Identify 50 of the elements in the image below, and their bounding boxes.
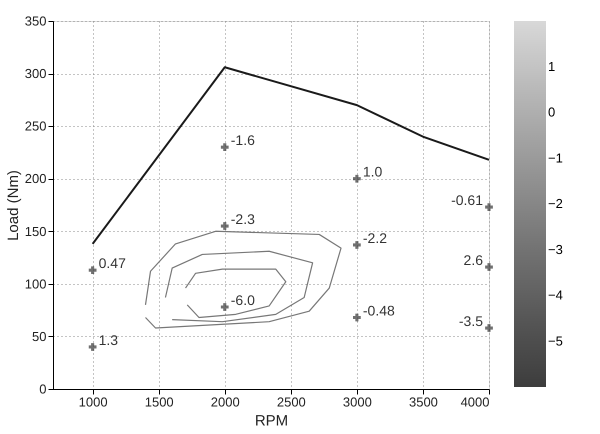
point xyxy=(353,174,361,183)
point xyxy=(220,303,229,311)
annotation: -2.2 xyxy=(362,230,388,246)
point xyxy=(353,314,361,322)
annotation: -1.6 xyxy=(230,132,256,148)
annotation: 2.6 xyxy=(464,252,484,268)
point xyxy=(88,266,97,274)
color-bar-label: −2 xyxy=(548,196,563,211)
annotation: 0.47 xyxy=(98,255,126,272)
y-tick-label: 0 xyxy=(39,382,46,396)
y-axis-title: Load (Nm) xyxy=(4,170,22,241)
y-tick-label: 300 xyxy=(24,66,46,82)
y-tick-label: 100 xyxy=(24,276,46,292)
y-tick-label: 50 xyxy=(32,328,46,344)
x-tick-label: 1000 xyxy=(78,394,108,410)
annotation: -6.0 xyxy=(230,292,256,308)
x-tick-label: 3500 xyxy=(408,394,438,410)
color-bar-label: −1 xyxy=(548,150,563,166)
color-bar-label: −4 xyxy=(548,288,563,302)
x-tick-label: 3000 xyxy=(342,394,372,410)
annotation: -0.61 xyxy=(451,192,484,208)
y-tick-label: 150 xyxy=(24,224,46,239)
color-bar-label: 1 xyxy=(548,58,556,74)
point xyxy=(88,343,97,351)
y-tick-label: 350 xyxy=(24,14,46,28)
x-axis-title: RPM xyxy=(254,412,288,430)
point xyxy=(220,222,229,230)
point xyxy=(220,143,229,152)
x-tick-label: 1500 xyxy=(144,394,174,410)
color-bar-label: −5 xyxy=(548,333,563,348)
color-bar-label: 0 xyxy=(548,104,556,120)
line-series xyxy=(164,250,314,322)
annotation: 1.3 xyxy=(98,332,118,348)
point xyxy=(485,263,493,271)
annotation: -3.5 xyxy=(458,313,484,330)
point xyxy=(485,203,493,211)
x-tick-label: 2000 xyxy=(210,394,240,410)
color-bar-label: −3 xyxy=(548,242,563,257)
point xyxy=(353,241,361,249)
line-series xyxy=(144,230,342,329)
annotation: -2.3 xyxy=(230,211,256,228)
x-tick-label: 2500 xyxy=(276,394,306,410)
annotation: -0.48 xyxy=(362,302,396,319)
y-tick-label: 200 xyxy=(24,171,46,186)
line-series xyxy=(92,66,490,245)
point xyxy=(485,324,493,332)
annotation: 1.0 xyxy=(362,164,383,180)
x-tick-label: 4000 xyxy=(460,394,490,410)
y-tick-label: 250 xyxy=(24,118,46,134)
line-series xyxy=(184,268,286,318)
